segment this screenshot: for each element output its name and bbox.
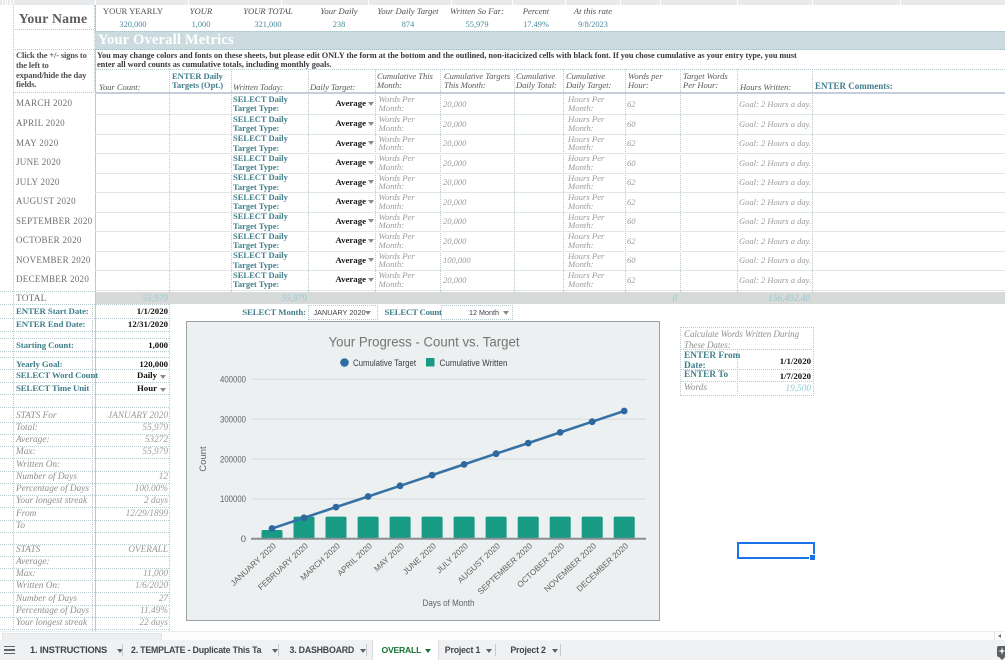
svg-text:Cumulative Written: Cumulative Written xyxy=(440,358,508,368)
svg-text:Cumulative Target: Cumulative Target xyxy=(353,358,416,368)
svg-text:400000: 400000 xyxy=(220,375,246,385)
svg-text:300000: 300000 xyxy=(220,414,246,424)
svg-text:0: 0 xyxy=(241,534,246,545)
svg-text:200000: 200000 xyxy=(220,454,246,464)
svg-text:100000: 100000 xyxy=(220,494,246,504)
svg-text:Count: Count xyxy=(198,446,209,472)
svg-text:Your Progress - Count vs. Targ: Your Progress - Count vs. Target xyxy=(329,335,520,350)
svg-text:Days of Month: Days of Month xyxy=(423,598,475,608)
